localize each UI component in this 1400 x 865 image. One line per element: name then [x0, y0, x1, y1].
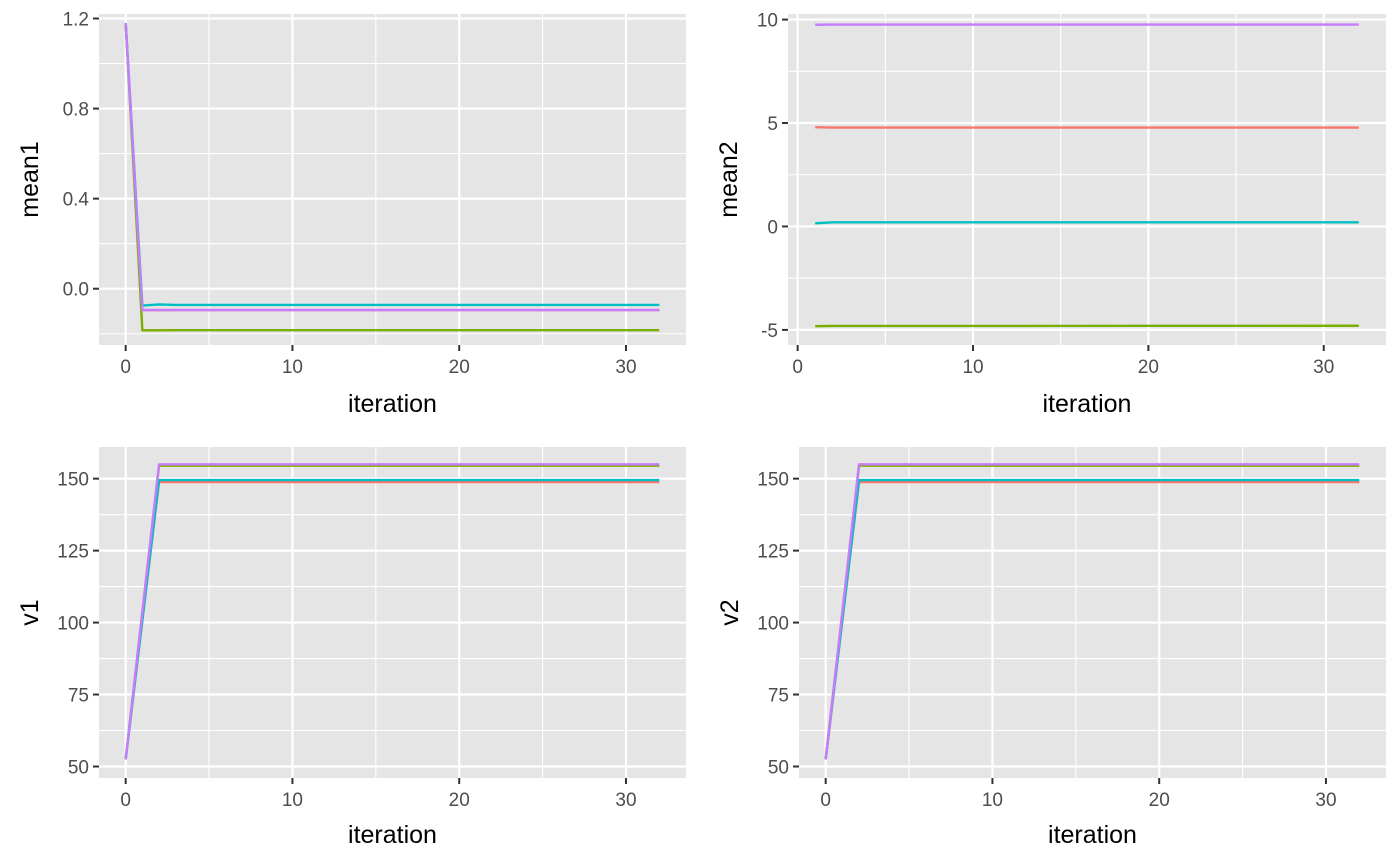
- panel-4: 0 10 20 30 50 75 100 125 150 iteration v2: [716, 447, 1386, 849]
- y-axis-title: v1: [16, 599, 44, 625]
- x-tick-label: 0: [120, 790, 131, 811]
- x-tick-label: 20: [449, 790, 470, 811]
- y-tick-label: 125: [57, 542, 89, 563]
- y-axis-title: mean2: [715, 141, 743, 217]
- y-tick-label: 0: [767, 217, 778, 238]
- series-line-3: [815, 221, 1359, 225]
- panel-1: 0 10 20 30 0.0 0.4 0.8 1.2 iteration mean1: [16, 10, 686, 418]
- y-tick-label: 125: [757, 542, 789, 563]
- panel-3: 0 10 20 30 50 75 100 125 150 iteration v1: [16, 447, 686, 849]
- series-line-4: [824, 463, 1360, 760]
- y-axis-title: v2: [716, 599, 744, 625]
- x-tick-label: 30: [1313, 357, 1334, 378]
- y-tick-label: 0.4: [63, 190, 90, 211]
- x-tick-label: 10: [282, 790, 303, 811]
- x-tick-label: 0: [120, 357, 131, 378]
- x-tick-label: 20: [1149, 790, 1170, 811]
- x-axis-title: iteration: [1043, 390, 1132, 418]
- y-tick-label: 75: [768, 686, 789, 707]
- y-tick-label: 100: [757, 614, 789, 635]
- y-tick-label: 10: [757, 11, 778, 32]
- y-tick-label: 0.0: [63, 280, 89, 301]
- x-tick-label: 20: [1138, 357, 1159, 378]
- y-tick-label: 50: [768, 757, 789, 778]
- y-tick-label: 100: [57, 614, 89, 635]
- x-tick-label: 0: [820, 790, 831, 811]
- series-line-4: [124, 463, 660, 760]
- panel-background: [788, 14, 1386, 345]
- x-tick-label: 10: [282, 357, 303, 378]
- y-tick-label: -5: [761, 321, 778, 342]
- y-tick-label: 50: [68, 757, 89, 778]
- y-axis-title: mean1: [16, 141, 44, 217]
- x-tick-label: 10: [982, 790, 1003, 811]
- y-tick-label: 75: [68, 686, 89, 707]
- series-line-4: [124, 22, 660, 312]
- x-tick-label: 30: [615, 357, 636, 378]
- x-axis-title: iteration: [348, 821, 437, 849]
- x-axis-title: iteration: [348, 390, 437, 418]
- y-tick-label: 150: [57, 470, 89, 491]
- panel-background: [99, 447, 686, 778]
- x-tick-label: 30: [615, 790, 636, 811]
- panel-background: [799, 447, 1386, 778]
- y-tick-label: 0.8: [63, 100, 89, 121]
- x-axis-title: iteration: [1048, 821, 1137, 849]
- x-tick-label: 10: [962, 357, 983, 378]
- y-tick-label: 150: [757, 470, 789, 491]
- x-tick-label: 20: [449, 357, 470, 378]
- x-tick-label: 0: [792, 357, 803, 378]
- y-tick-label: 5: [767, 114, 778, 135]
- x-tick-label: 30: [1315, 790, 1336, 811]
- panel-2: 0 10 20 30 -5 0 5 10 iteration mean2: [715, 11, 1386, 418]
- panel-background: [99, 14, 686, 345]
- y-tick-label: 1.2: [63, 10, 89, 31]
